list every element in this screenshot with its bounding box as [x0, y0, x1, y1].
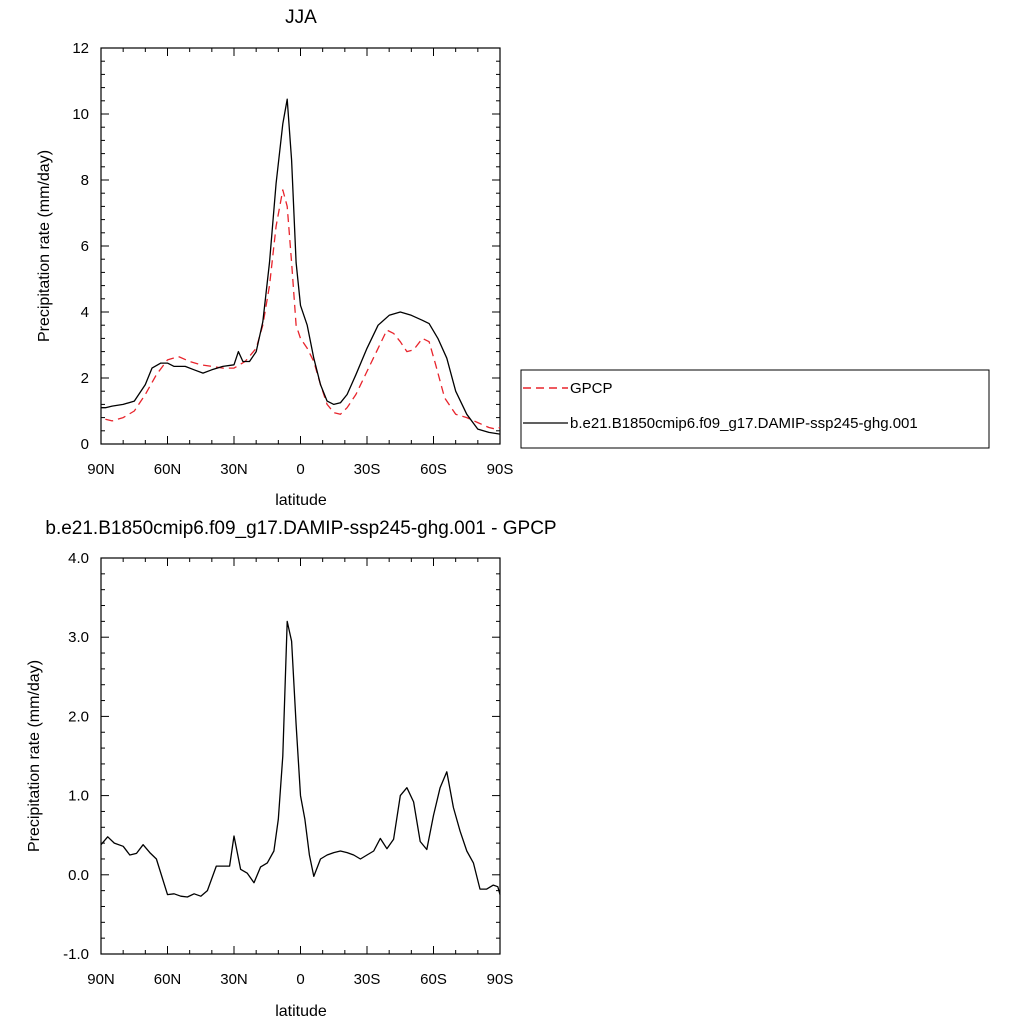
top-y-tick-label: 2 — [81, 370, 89, 387]
top-plot-frame — [100, 47, 501, 445]
top-x-tick-label: 90S — [487, 461, 514, 478]
bottom-x-tick-label: 90S — [487, 971, 514, 988]
top-chart-title: JJA — [285, 7, 317, 28]
bottom-x-axis-label: latitude — [275, 1003, 327, 1020]
top-x-tick-label: 30S — [354, 461, 381, 478]
legend: GPCP b.e21.B1850cmip6.f09_g17.DAMIP-ssp2… — [520, 369, 990, 449]
bottom-x-tick-label: 30N — [220, 971, 248, 988]
top-panel: JJA 90N 60N 30N 0 30S 60S 90S 0 2 4 6 8 10 12 latitud… — [36, 7, 513, 509]
top-y-tick-label: 10 — [72, 106, 89, 123]
bottom-x-tick-label: 0 — [296, 971, 304, 988]
bottom-x-tick-label: 90N — [87, 971, 115, 988]
top-x-axis-label: latitude — [275, 492, 327, 509]
top-series-line-0 — [105, 189, 501, 430]
top-y-tick-label: 6 — [81, 238, 89, 255]
bottom-x-tick-label: 30S — [354, 971, 381, 988]
top-y-axis-label: Precipitation rate (mm/day) — [36, 150, 53, 342]
top-axis-ticks: 90N 60N 30N 0 30S 60S 90S 0 2 4 6 8 10 12 — [72, 40, 513, 478]
bottom-axis-ticks: 90N 60N 30N 0 30S 60S 90S -1.0 0.0 1.0 2.0 3.0 4.0 — [63, 550, 513, 988]
bottom-y-tick-label: 1.0 — [68, 788, 89, 805]
legend-model-label: b.e21.B1850cmip6.f09_g17.DAMIP-ssp245-gh… — [570, 415, 918, 432]
top-x-tick-label: 90N — [87, 461, 115, 478]
bottom-y-axis-label: Precipitation rate (mm/day) — [26, 660, 43, 852]
top-y-tick-label: 4 — [81, 304, 89, 321]
bottom-y-tick-label: 2.0 — [68, 708, 89, 725]
bottom-panel: b.e21.B1850cmip6.f09_g17.DAMIP-ssp245-gh… — [26, 518, 557, 1020]
top-series-line-1 — [101, 98, 501, 435]
bottom-plot-frame — [100, 557, 501, 955]
bottom-x-tick-label: 60N — [154, 971, 182, 988]
legend-box — [520, 369, 990, 449]
top-x-tick-label: 30N — [220, 461, 248, 478]
top-y-tick-label: 12 — [72, 40, 89, 57]
top-y-tick-label: 8 — [81, 172, 89, 189]
bottom-y-tick-label: 0.0 — [68, 867, 89, 884]
top-y-tick-label: 0 — [81, 436, 89, 453]
top-x-tick-label: 60S — [420, 461, 447, 478]
bottom-y-tick-label: 3.0 — [68, 629, 89, 646]
bottom-y-tick-label: -1.0 — [63, 946, 89, 963]
top-x-tick-label: 60N — [154, 461, 182, 478]
top-x-tick-label: 0 — [296, 461, 304, 478]
bottom-chart-title: b.e21.B1850cmip6.f09_g17.DAMIP-ssp245-gh… — [45, 518, 556, 539]
bottom-series-lines — [100, 620, 501, 898]
bottom-y-tick-label: 4.0 — [68, 550, 89, 567]
bottom-series-line-0 — [100, 620, 501, 898]
bottom-x-tick-label: 60S — [420, 971, 447, 988]
top-series-lines — [101, 98, 501, 435]
legend-gpcp-label: GPCP — [570, 380, 613, 397]
